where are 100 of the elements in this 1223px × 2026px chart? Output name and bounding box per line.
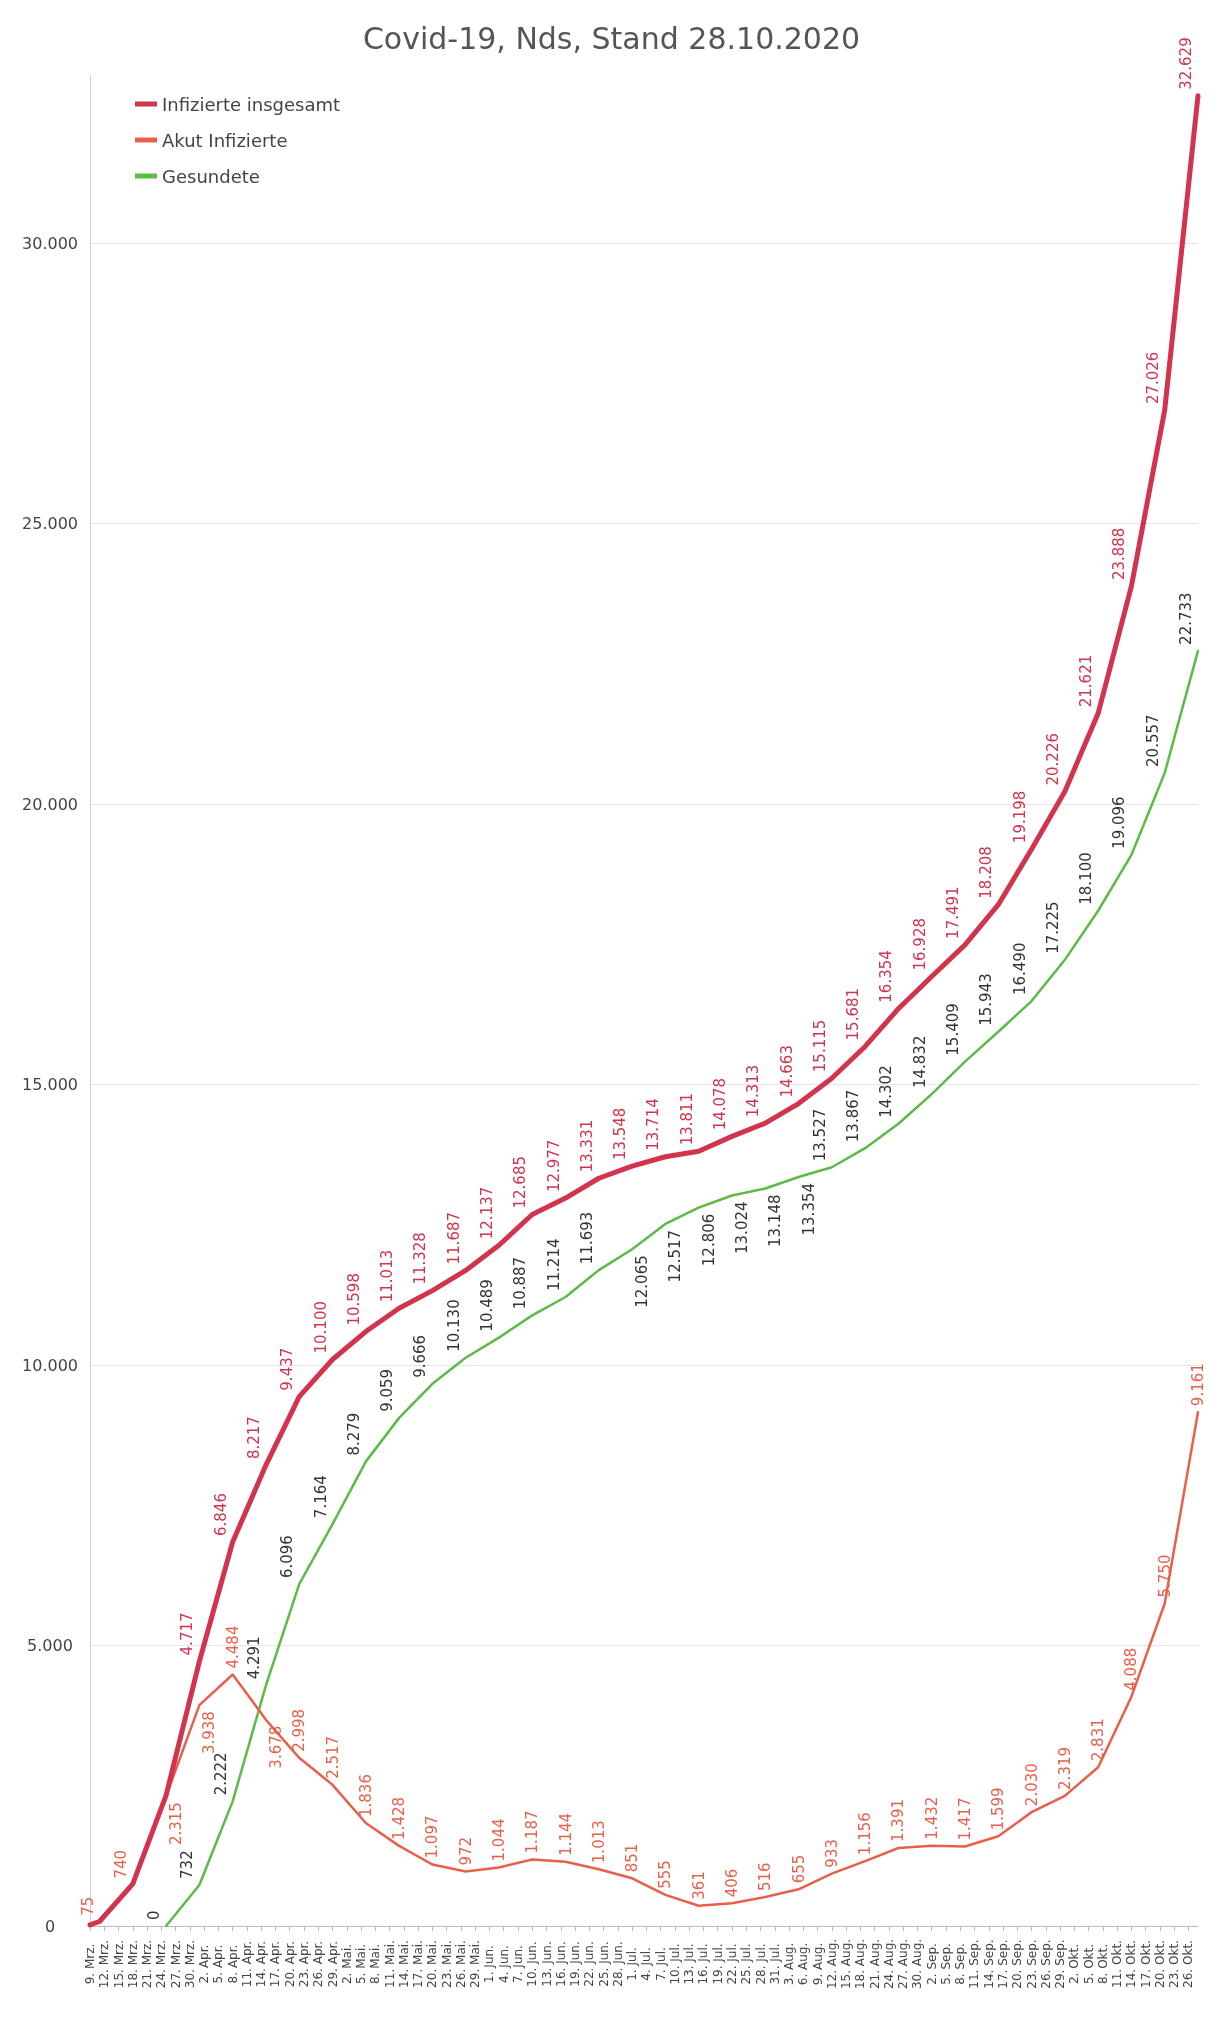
data-label: 14.078	[710, 1077, 729, 1131]
x-tick-label: 25. Jul.	[739, 1943, 754, 1985]
x-tick-label: 20. Mai.	[425, 1940, 440, 1988]
data-label: 16.490	[1010, 942, 1029, 996]
data-label: 16.354	[877, 950, 896, 1003]
x-tick-label: 23. Mai.	[439, 1940, 454, 1988]
data-label: 14.832	[910, 1035, 929, 1089]
x-tick-label: 14. Okt.	[1124, 1940, 1139, 1988]
data-label: 15.115	[810, 1019, 829, 1073]
x-tick-label: 17. Mai.	[411, 1940, 426, 1988]
data-label: 17.225	[1043, 901, 1062, 954]
data-label: 8.279	[344, 1412, 363, 1456]
x-tick-label: 27. Aug.	[896, 1938, 911, 1990]
data-label: 2.030	[1022, 1763, 1041, 1807]
data-label: 4.291	[244, 1636, 263, 1680]
data-label: 14.302	[877, 1065, 896, 1118]
data-label: 8.217	[244, 1416, 263, 1460]
x-tick-label: 21. Aug.	[867, 1938, 882, 1990]
x-tick-label: 13. Jul.	[682, 1943, 697, 1985]
x-tick-label: 11. Apr.	[239, 1940, 254, 1988]
data-label: 16.928	[910, 917, 929, 971]
x-tick-label: 31. Jul.	[767, 1943, 782, 1985]
data-label: 12.685	[511, 1155, 530, 1209]
data-label: 740	[111, 1849, 130, 1879]
x-tick-label: 26. Okt.	[1181, 1940, 1196, 1988]
chart-title: Covid-19, Nds, Stand 28.10.2020	[362, 20, 861, 56]
x-tick-label: 26. Sep.	[1038, 1939, 1053, 1989]
data-label: 75	[78, 1896, 97, 1916]
data-label: 21.621	[1077, 654, 1096, 708]
data-label: 11.328	[411, 1232, 430, 1285]
x-tick-label: 8. Mai.	[368, 1943, 383, 1985]
x-tick-label: 2. Apr.	[197, 1944, 212, 1984]
data-label: 13.527	[810, 1108, 829, 1162]
data-label: 32.629	[1177, 37, 1195, 90]
data-label: 361	[689, 1871, 708, 1900]
x-tick-label: 16. Jul.	[696, 1943, 711, 1985]
y-tick-label: 5.000	[27, 1636, 73, 1656]
data-label: 2.998	[290, 1708, 309, 1752]
data-label: 14.663	[777, 1045, 796, 1098]
x-tick-label: 22. Jun.	[582, 1941, 597, 1987]
data-label: 2.831	[1089, 1718, 1108, 1762]
x-tick-label: 5. Okt.	[1081, 1943, 1096, 1985]
data-label: 9.059	[378, 1368, 397, 1412]
x-tick-label: 2. Sep.	[924, 1943, 939, 1985]
x-tick-label: 14. Apr.	[254, 1940, 269, 1988]
data-label: 1.044	[489, 1818, 508, 1862]
x-tick-label: 23. Sep.	[1024, 1939, 1039, 1989]
x-tick-label: 30. Aug.	[910, 1938, 925, 1990]
x-tick-label: 8. Okt.	[1095, 1943, 1110, 1985]
data-label: 20.557	[1143, 714, 1162, 767]
x-tick-label: 10. Jul.	[667, 1943, 682, 1985]
data-label: 1.432	[922, 1796, 941, 1840]
x-tick-label: 3. Aug.	[782, 1942, 797, 1986]
data-label: 12.977	[544, 1139, 563, 1193]
x-tick-label: 20. Apr.	[282, 1940, 297, 1988]
data-label: 1.013	[589, 1820, 608, 1864]
data-label: 1.428	[390, 1796, 409, 1840]
data-label: 20.226	[1043, 733, 1062, 786]
legend-label: Gesundete	[162, 165, 260, 187]
data-label: 1.156	[856, 1812, 875, 1856]
x-tick-label: 1. Jun.	[482, 1945, 497, 1983]
x-tick-label: 2. Okt.	[1067, 1943, 1082, 1985]
data-label: 19.096	[1110, 796, 1129, 849]
data-label: 2.517	[323, 1735, 342, 1779]
data-label: 6.096	[278, 1535, 297, 1579]
x-tick-label: 29. Sep.	[1053, 1939, 1068, 1989]
x-tick-label: 6. Aug.	[796, 1942, 811, 1986]
data-label: 4.088	[1122, 1647, 1141, 1691]
x-tick-label: 23. Apr.	[296, 1940, 311, 1988]
x-tick-label: 23. Okt.	[1167, 1940, 1182, 1988]
data-label: 555	[656, 1860, 675, 1889]
x-tick-label: 13. Jun.	[539, 1941, 554, 1987]
y-tick-label: 0	[44, 1916, 56, 1936]
x-tick-label: 28. Jun.	[610, 1941, 625, 1987]
x-tick-label: 25. Jun.	[596, 1941, 611, 1987]
x-tick-label: 14. Mai.	[396, 1940, 411, 1988]
x-tick-label: 17. Okt.	[1138, 1940, 1153, 1988]
data-label: 13.354	[799, 1182, 818, 1236]
data-label: 2.315	[167, 1802, 186, 1846]
data-label: 13.867	[844, 1089, 863, 1143]
data-label: 1.599	[989, 1787, 1008, 1831]
y-tick-label: 25.000	[22, 514, 78, 534]
data-label: 9.437	[278, 1347, 297, 1391]
data-label: 0	[145, 1910, 164, 1920]
x-tick-label: 5. Sep.	[938, 1943, 953, 1985]
data-label: 11.013	[378, 1249, 397, 1303]
x-tick-label: 29. Apr.	[325, 1940, 340, 1988]
data-label: 9.161	[1189, 1363, 1207, 1407]
data-label: 6.846	[211, 1493, 230, 1536]
x-tick-label: 21. Mrz.	[140, 1939, 155, 1989]
y-tick-label: 20.000	[22, 794, 78, 814]
data-label: 10.598	[344, 1273, 363, 1326]
data-label: 22.733	[1177, 592, 1195, 645]
data-label: 15.943	[977, 973, 996, 1026]
y-tick-label: 30.000	[22, 233, 78, 253]
x-tick-label: 26. Apr.	[311, 1940, 326, 1988]
x-tick-label: 27. Mrz.	[168, 1939, 183, 1989]
data-label: 7.164	[311, 1475, 330, 1519]
data-label: 3.938	[200, 1711, 219, 1755]
x-tick-label: 17. Apr.	[268, 1940, 283, 1988]
